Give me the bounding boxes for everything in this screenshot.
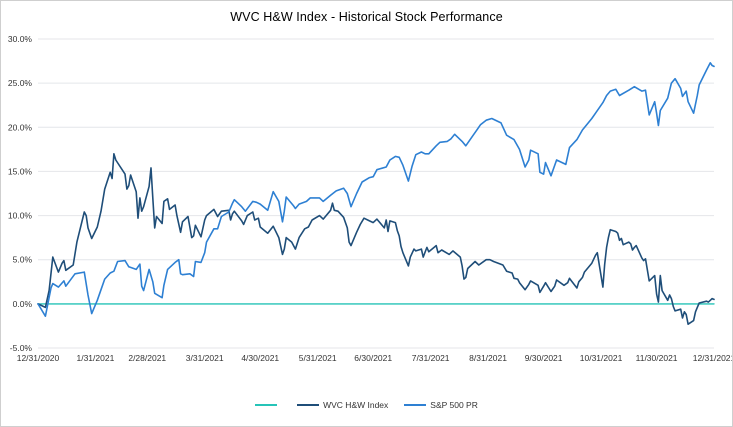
legend-label-wvc-hw-index: WVC H&W Index [323, 400, 389, 410]
series-line-wvc-hw-index [37, 153, 715, 326]
legend-label-sp500-pr: S&P 500 PR [430, 400, 478, 410]
x-tick-label: 11/30/2021 [636, 353, 678, 363]
y-tick-label: 15.0% [8, 166, 33, 176]
x-tick-label: 1/31/2021 [76, 353, 114, 363]
chart-title: WVC H&W Index - Historical Stock Perform… [230, 10, 503, 24]
x-tick-label: 4/30/2021 [241, 353, 279, 363]
x-tick-label: 6/30/2021 [354, 353, 392, 363]
x-tick-label: 12/31/2020 [17, 353, 60, 363]
x-tick-label: 5/31/2021 [299, 353, 337, 363]
x-tick-label: 2/28/2021 [128, 353, 166, 363]
x-tick-label: 3/31/2021 [186, 353, 224, 363]
x-tick-label: 8/31/2021 [469, 353, 507, 363]
series-line-sp500-pr [37, 61, 715, 318]
y-tick-label: 5.0% [13, 255, 33, 265]
y-tick-label: 10.0% [8, 211, 33, 221]
y-tick-label: 20.0% [8, 122, 33, 132]
legend-item-wvc-hw-index: WVC H&W Index [297, 400, 388, 410]
legend-swatch-sp500-pr [404, 404, 427, 406]
y-tick-label: 0.0% [13, 299, 33, 309]
legend-item-zero-line [255, 404, 281, 406]
x-tick-label: 7/31/2021 [412, 353, 450, 363]
legend-swatch-wvc-hw-index [297, 404, 320, 406]
x-tick-label: 12/31/2021 [693, 353, 733, 363]
x-tick-label: 10/31/2021 [580, 353, 623, 363]
y-tick-label: 30.0% [8, 34, 33, 44]
y-tick-label: -5.0% [10, 343, 33, 353]
legend-swatch-zero-line [255, 404, 278, 406]
legend-item-sp500-pr: S&P 500 PR [404, 400, 478, 410]
x-tick-label: 9/30/2021 [525, 353, 563, 363]
y-tick-label: 25.0% [8, 78, 33, 88]
chart-legend: WVC H&W Index S&P 500 PR [1, 400, 732, 410]
